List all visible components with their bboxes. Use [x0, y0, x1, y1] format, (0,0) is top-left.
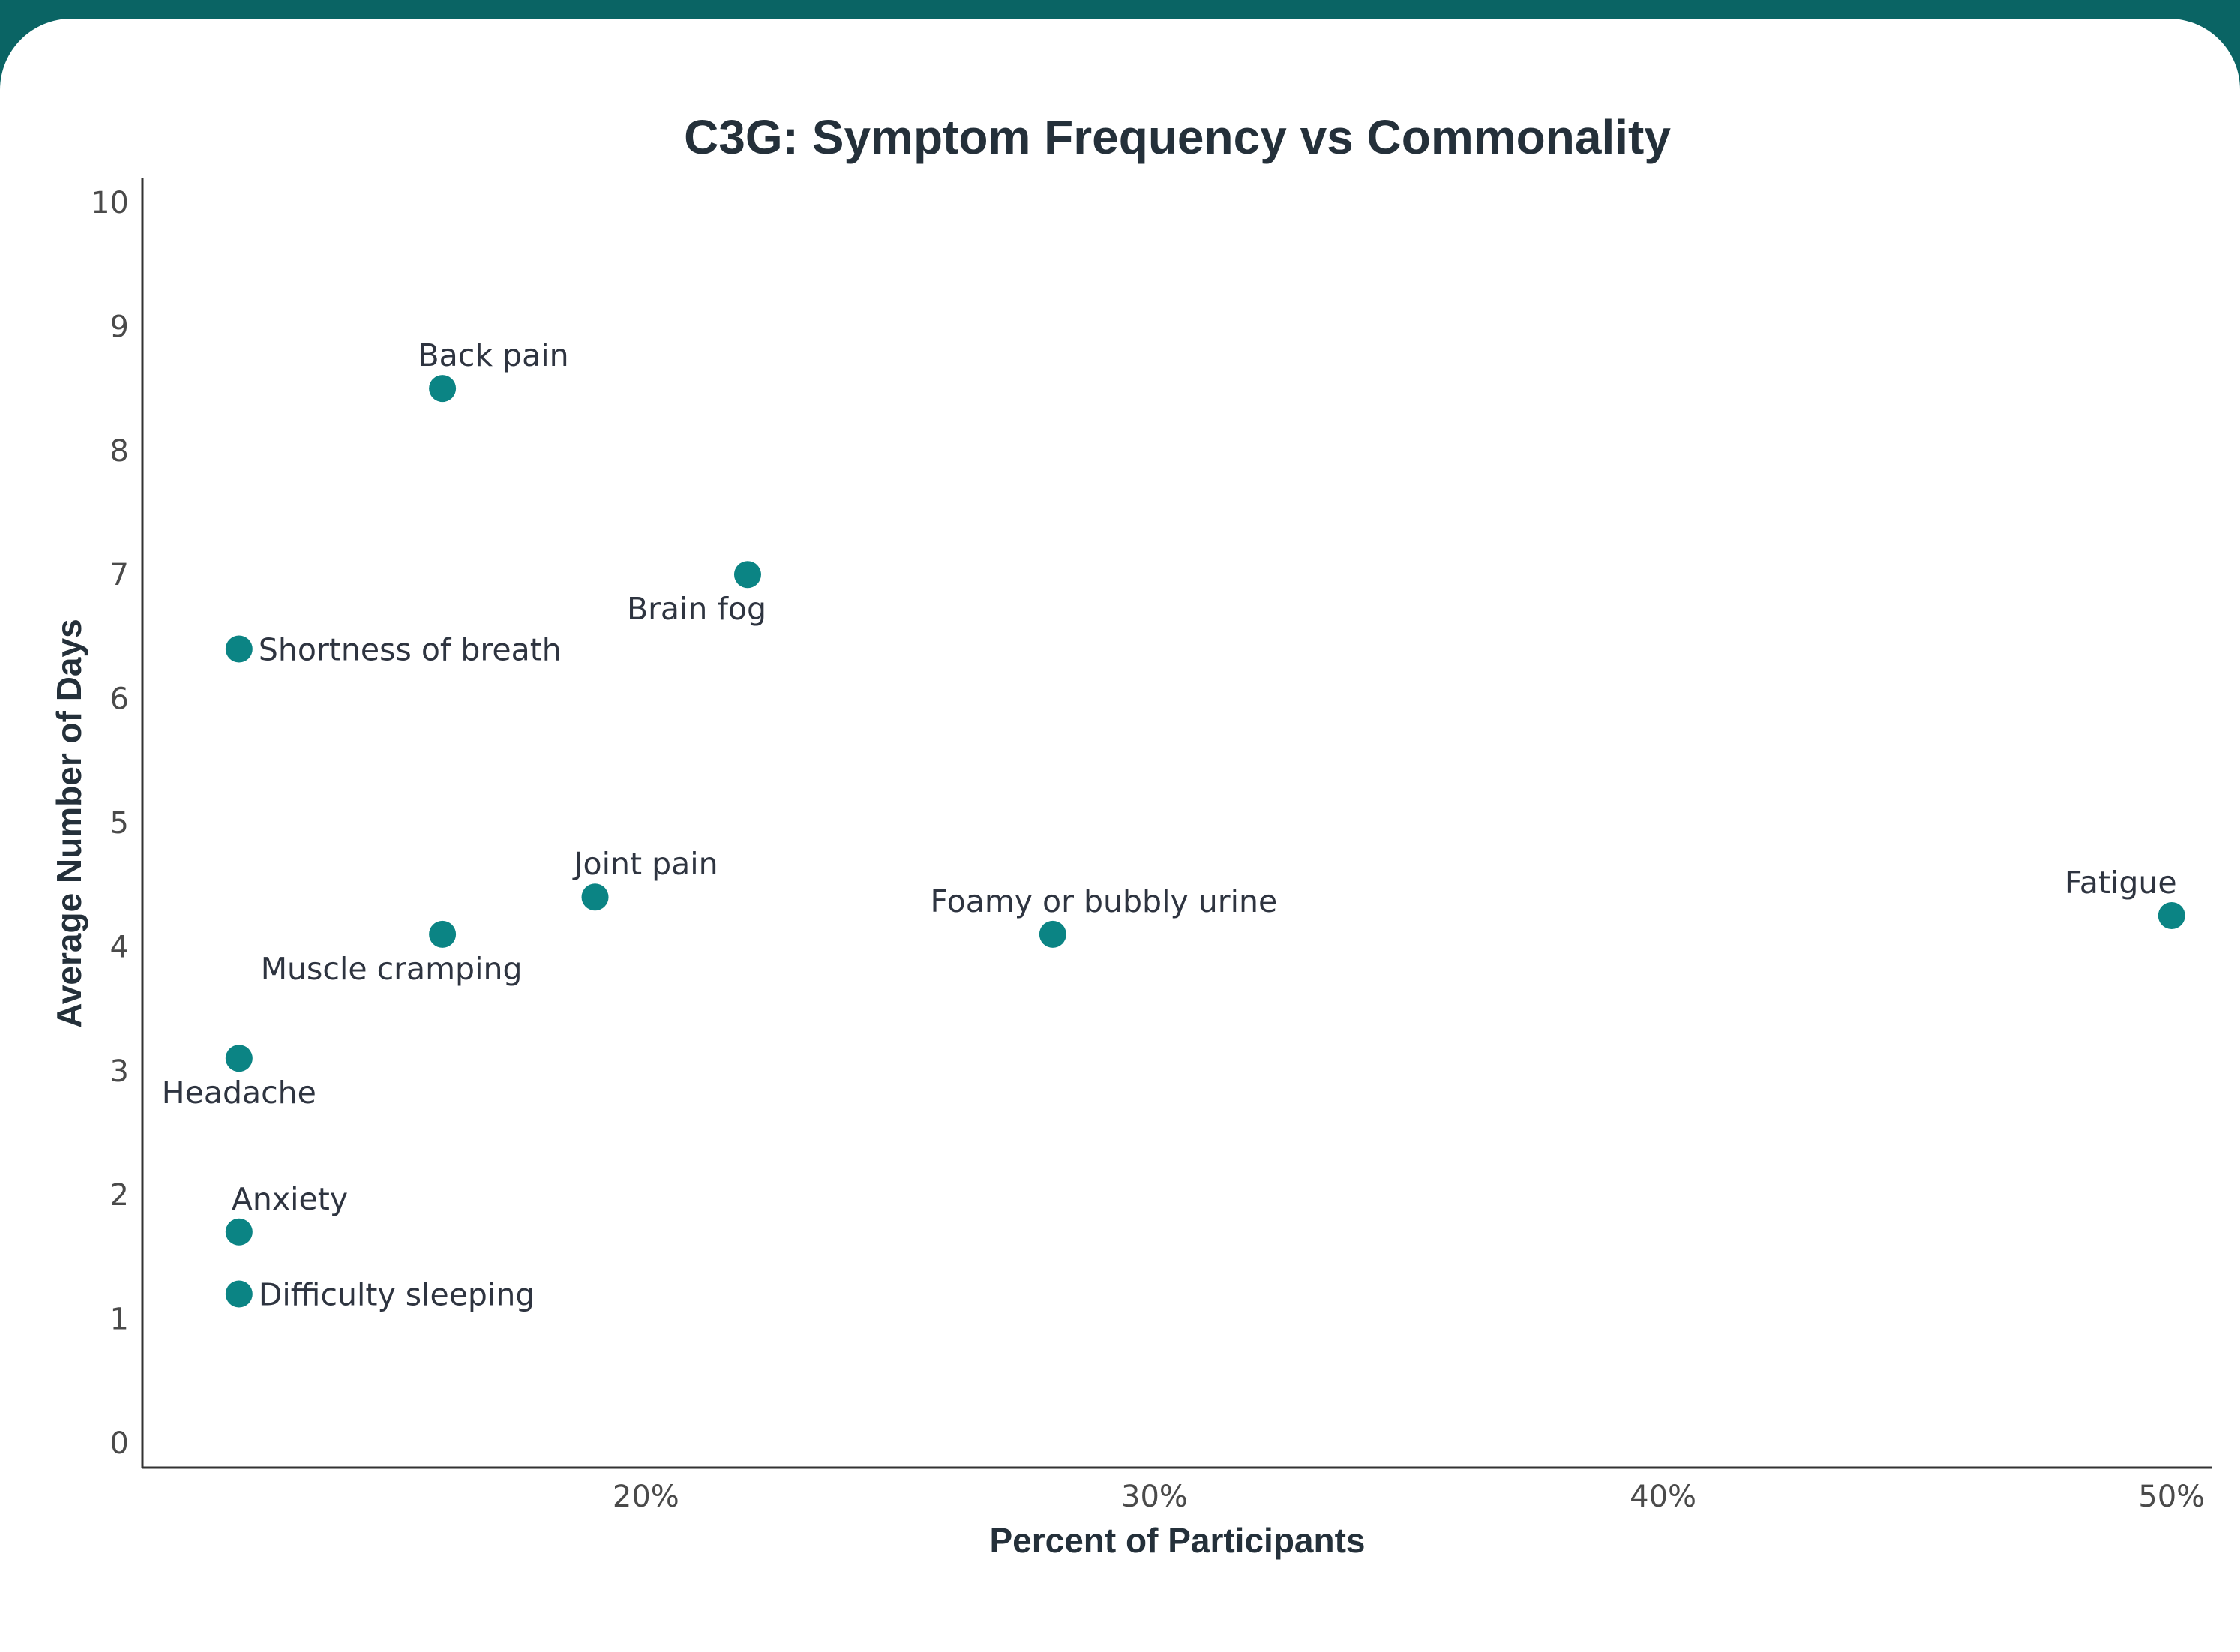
- data-point: [429, 375, 457, 403]
- point-label: Difficulty sleeping: [259, 1276, 535, 1312]
- point-label: Brain fog: [627, 591, 766, 627]
- x-tick-label: 40%: [1630, 1480, 1696, 1514]
- chart-title: C3G: Symptom Frequency vs Commonality: [684, 110, 1671, 164]
- data-point: [1039, 920, 1066, 948]
- tick-labels: 20% 30% 40% 50% 0 1 2 3 4 5 6 7 8 9 10: [91, 186, 2205, 1514]
- data-point: [225, 1045, 253, 1072]
- y-tick-label: 1: [110, 1303, 129, 1337]
- point-label: Fatigue: [2065, 865, 2177, 901]
- y-tick-label: 4: [110, 930, 129, 964]
- y-axis-title: Average Number of Days: [49, 619, 88, 1027]
- axes: [141, 178, 2212, 1469]
- x-tick-label: 50%: [2138, 1480, 2205, 1514]
- point-labels: Back pain Brain fog Shortness of breath Joi…: [162, 337, 2177, 1312]
- data-point: [733, 561, 761, 589]
- data-point: [429, 920, 457, 948]
- point-label: Joint pain: [571, 846, 718, 882]
- x-tick-label: 20%: [613, 1480, 679, 1514]
- y-tick-label: 7: [110, 558, 129, 592]
- x-tick-label: 30%: [1121, 1480, 1188, 1514]
- scatter-chart: C3G: Symptom Frequency vs Commonality 20…: [49, 110, 2212, 1560]
- x-axis-title: Percent of Participants: [989, 1521, 1365, 1560]
- data-point: [225, 1280, 253, 1308]
- y-tick-label: 10: [91, 186, 129, 220]
- point-label: Shortness of breath: [259, 631, 562, 667]
- point-label: Muscle cramping: [261, 951, 523, 987]
- data-point: [581, 883, 609, 911]
- data-point: [225, 1218, 253, 1246]
- y-tick-label: 8: [110, 434, 129, 469]
- y-tick-label: 0: [110, 1426, 129, 1461]
- y-tick-label: 2: [110, 1178, 129, 1213]
- data-point: [225, 635, 253, 663]
- y-tick-label: 6: [110, 682, 129, 717]
- point-label: Back pain: [418, 337, 569, 373]
- data-points: [225, 375, 2185, 1308]
- y-tick-label: 5: [110, 806, 129, 841]
- point-label: Anxiety: [232, 1181, 348, 1217]
- data-point: [2158, 902, 2185, 930]
- y-tick-label: 3: [110, 1054, 129, 1089]
- chart-card: C3G: Symptom Frequency vs Commonality 20…: [0, 19, 2240, 1652]
- point-label: Foamy or bubbly urine: [930, 883, 1277, 919]
- y-tick-label: 9: [110, 310, 129, 344]
- point-label: Headache: [162, 1075, 316, 1111]
